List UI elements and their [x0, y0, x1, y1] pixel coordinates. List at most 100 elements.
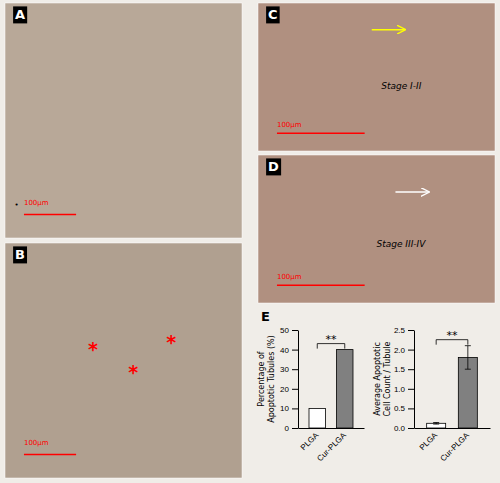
annotation: * — [128, 361, 138, 383]
annotation: • — [14, 201, 18, 209]
tick-mark — [408, 330, 414, 331]
figure: A100μm•B100μm***C100μmStage I-IID100μmSt… — [0, 0, 500, 483]
tick-label: PLGA — [299, 430, 321, 452]
error-cap — [465, 369, 471, 370]
tick: 50 — [280, 326, 298, 335]
axis-line — [414, 331, 415, 429]
error-cap — [433, 424, 439, 425]
tick-label: 10 — [280, 404, 289, 413]
image-area — [258, 3, 495, 151]
tick-label: 50 — [280, 326, 289, 335]
tick-mark — [292, 369, 298, 370]
panel-label: A — [15, 7, 25, 22]
image-area — [5, 3, 242, 238]
tick-label: 30 — [280, 365, 289, 374]
tick-label: 20 — [280, 385, 289, 394]
tick-label: 1.5 — [394, 365, 406, 374]
axis-title: Average ApoptoticCell Count / Tubule — [373, 341, 392, 416]
panel-2: C 100μm Stage I-II — [258, 3, 495, 151]
tick-label: 40 — [280, 346, 289, 355]
error-bar — [433, 423, 439, 425]
tick: 40 — [280, 346, 298, 355]
annotation: Stage I-II — [381, 81, 421, 91]
tick-label: 2.0 — [394, 346, 406, 355]
scalebar — [24, 454, 76, 456]
scalebar — [277, 284, 365, 286]
error-line — [467, 346, 468, 370]
x-axis: PLGACur-PLGA — [415, 429, 491, 464]
tick: 0.5 — [394, 404, 414, 413]
tick: 1.5 — [394, 365, 414, 374]
error-cap — [433, 422, 439, 423]
error-cap — [465, 345, 471, 346]
tick-mark — [408, 369, 414, 370]
bar — [309, 408, 326, 428]
tick-mark — [292, 389, 298, 390]
x-axis: PLGACur-PLGA — [299, 429, 365, 464]
tick-label: PLGA — [418, 430, 440, 452]
panel-3: D 100μm Stage III-IV — [258, 155, 495, 303]
arrow — [395, 191, 428, 193]
tick: PLGA — [418, 430, 440, 452]
tick-mark — [292, 350, 298, 351]
tick: 1.0 — [394, 385, 414, 394]
annotation: * — [88, 338, 98, 360]
scalebar — [24, 214, 76, 216]
tick-label: 0 — [285, 424, 290, 433]
axis-title: Percentage ofApoptotic Tubules (%) — [257, 335, 276, 422]
tick-label: Cur-PLGA — [438, 430, 471, 463]
tick-mark — [292, 408, 298, 409]
panel-1: B 100μm * * * — [5, 243, 242, 478]
axis-line — [299, 428, 365, 429]
tick: 2.0 — [394, 346, 414, 355]
tick: Cur-PLGA — [438, 430, 471, 463]
tick-label: 2.5 — [394, 326, 406, 335]
annotation: Stage III-IV — [377, 239, 427, 249]
bar — [337, 350, 354, 428]
image-area — [258, 155, 495, 303]
annotation: * — [166, 331, 176, 353]
panel-label: D — [268, 159, 279, 174]
tick: PLGA — [299, 430, 321, 452]
bar-chart: 0 10 20 30 40 50 PLGACur-PLGA Percentage ofApop… — [257, 326, 365, 463]
y-axis: 0.0 0.5 1.0 1.5 2.0 2.5 — [394, 326, 415, 433]
panel-label: C — [268, 7, 278, 22]
image-area — [5, 243, 242, 478]
tick: 2.5 — [394, 326, 414, 335]
panel-label-box — [266, 6, 280, 23]
panel-4: E — [261, 309, 270, 324]
tick-mark — [292, 330, 298, 331]
tick-label: 0.5 — [394, 404, 406, 413]
scalebar-label: 100μm — [277, 121, 302, 129]
tick-mark — [408, 350, 414, 351]
scalebar-label: 100μm — [24, 199, 49, 207]
scalebar — [277, 132, 365, 134]
bar — [427, 423, 446, 428]
significance-label: ** — [447, 329, 459, 342]
error-bar — [465, 346, 471, 370]
tick: 0.0 — [394, 424, 414, 433]
scalebar-label: 100μm — [24, 439, 49, 447]
panel-label: B — [15, 247, 25, 262]
panel-label-box — [13, 246, 27, 263]
tick-label: Cur-PLGA — [315, 430, 348, 463]
plot-area — [427, 346, 478, 428]
panel-0: A 100μm • — [5, 3, 242, 238]
axis-line — [298, 331, 299, 429]
tick-mark — [292, 428, 298, 429]
tick-mark — [408, 428, 414, 429]
tick-label: 1.0 — [394, 385, 406, 394]
scalebar-label: 100μm — [277, 273, 302, 281]
y-axis: 0 10 20 30 40 50 — [280, 326, 298, 433]
axis-line — [415, 428, 491, 429]
panel-label-box — [13, 6, 27, 23]
tick: 0 — [285, 424, 298, 433]
panel-label: E — [261, 309, 270, 324]
plot-area — [309, 350, 353, 428]
tick: Cur-PLGA — [315, 430, 348, 463]
tick: 20 — [280, 385, 298, 394]
tick: 30 — [280, 365, 298, 374]
tick-mark — [408, 408, 414, 409]
arrow — [372, 29, 405, 31]
tick-label: 0.0 — [394, 424, 406, 433]
